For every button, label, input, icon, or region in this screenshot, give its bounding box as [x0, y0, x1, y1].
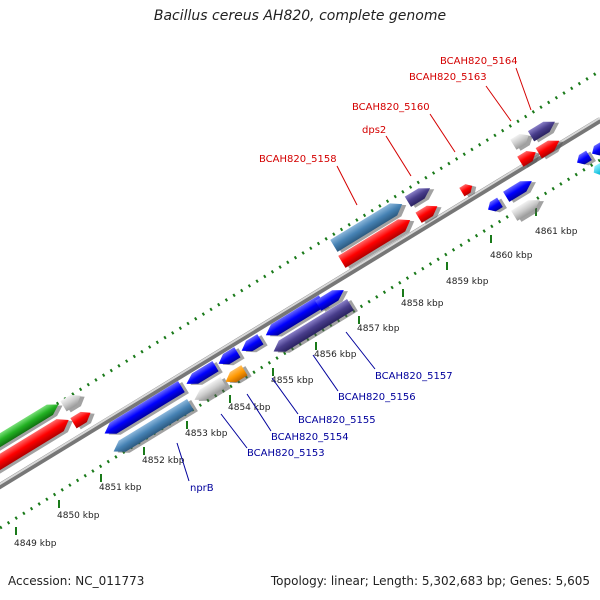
gene-arrow-body[interactable]: [485, 197, 503, 215]
gene-arrow[interactable]: [404, 182, 438, 210]
ruler-label: 4854 kbp: [228, 403, 271, 413]
gene-arrow[interactable]: [60, 389, 87, 414]
ruler-label: 4850 kbp: [57, 511, 100, 521]
gene-arrow-body[interactable]: [511, 195, 543, 221]
gene-arrow[interactable]: [0, 412, 76, 480]
ruler-label: 4856 kbp: [314, 350, 357, 360]
gene-arrow-body[interactable]: [517, 147, 539, 167]
ruler-ticks: [15, 208, 537, 535]
reverse-gene-labels: nprB BCAH820_5153 BCAH820_5154 BCAH820_5…: [190, 371, 453, 494]
gene-arrow[interactable]: [517, 146, 543, 170]
gene-label-bcah820-5153[interactable]: BCAH820_5153: [247, 448, 325, 459]
forward-ruler-dots: [0, 69, 600, 441]
gene-arrow[interactable]: [262, 294, 330, 344]
gene-arrow-body[interactable]: [270, 299, 354, 357]
gene-arrow-body[interactable]: [70, 408, 93, 429]
ruler-label: 4853 kbp: [185, 429, 228, 439]
gene-label-bcah820-5163[interactable]: BCAH820_5163: [409, 72, 487, 83]
gene-arrow[interactable]: [485, 196, 507, 217]
gene-arrow-body[interactable]: [60, 391, 83, 412]
gene-track[interactable]: [0, 115, 600, 481]
genome-backbone: [0, 117, 600, 490]
gene-arrow[interactable]: [70, 406, 97, 431]
gene-arrow[interactable]: [315, 284, 351, 314]
gene-arrow-body[interactable]: [510, 130, 532, 150]
gene-arrow-body[interactable]: [527, 117, 558, 142]
gene-arrow[interactable]: [459, 180, 479, 199]
gene-arrow[interactable]: [215, 346, 245, 372]
gene-arrow-body[interactable]: [191, 377, 227, 405]
gene-arrow-body[interactable]: [574, 150, 592, 168]
ruler-label: 4858 kbp: [401, 299, 444, 309]
gene-arrow[interactable]: [330, 197, 410, 255]
map-title: Bacillus cereus AH820, complete genome: [153, 8, 447, 24]
gene-label-bcah820-5155[interactable]: BCAH820_5155: [298, 415, 376, 426]
ruler-label: 4855 kbp: [271, 376, 314, 386]
ruler-label: 4857 kbp: [357, 324, 400, 334]
gene-arrow-body[interactable]: [591, 163, 600, 177]
gene-label-bcah820-5160[interactable]: BCAH820_5160: [352, 102, 430, 113]
gene-label-bcah820-5154[interactable]: BCAH820_5154: [271, 432, 349, 443]
accession-text: Accession: NC_011773: [8, 574, 145, 588]
ruler-label: 4849 kbp: [14, 539, 57, 549]
gene-arrow-body[interactable]: [404, 183, 433, 207]
genome-backbone-highlight: [0, 117, 600, 486]
gene-arrow-body[interactable]: [110, 399, 194, 457]
gene-arrow-body[interactable]: [589, 141, 600, 159]
ruler-label: 4859 kbp: [446, 277, 489, 287]
gene-arrow-body[interactable]: [315, 285, 347, 311]
gene-arrow[interactable]: [591, 162, 600, 180]
ruler-label: 4860 kbp: [490, 251, 533, 261]
gene-arrow[interactable]: [110, 397, 198, 459]
gene-arrow[interactable]: [191, 375, 231, 407]
gene-arrow[interactable]: [415, 200, 444, 226]
ruler-label: 4861 kbp: [535, 227, 578, 237]
gene-arrow-body[interactable]: [338, 214, 414, 268]
gene-arrow-body[interactable]: [0, 414, 72, 479]
gene-arrow[interactable]: [270, 297, 358, 359]
gene-arrow-body[interactable]: [262, 295, 326, 340]
gene-arrow-body[interactable]: [535, 136, 563, 159]
gene-arrow-body[interactable]: [330, 198, 406, 252]
genome-summary-text: Topology: linear; Length: 5,302,683 bp; …: [270, 574, 590, 588]
gene-arrow-body[interactable]: [415, 201, 440, 223]
gene-arrow[interactable]: [574, 149, 596, 170]
gene-arrow[interactable]: [238, 333, 268, 359]
forward-gene-labels: BCAH820_5158 dps2 BCAH820_5160 BCAH820_5…: [259, 56, 518, 165]
gene-arrow[interactable]: [503, 175, 539, 205]
gene-arrow[interactable]: [510, 129, 536, 153]
gene-arrow[interactable]: [183, 359, 223, 391]
gene-label-bcah820-5158[interactable]: BCAH820_5158: [259, 154, 337, 165]
gene-label-bcah820-5156[interactable]: BCAH820_5156: [338, 392, 416, 403]
gene-label-nprb[interactable]: nprB: [190, 483, 214, 494]
gene-label-bcah820-5164[interactable]: BCAH820_5164: [440, 56, 518, 67]
gene-arrow[interactable]: [535, 134, 567, 161]
gene-arrow-body[interactable]: [215, 347, 241, 369]
gene-arrow-body[interactable]: [503, 176, 535, 202]
gene-arrow-body[interactable]: [238, 334, 264, 356]
gene-arrow[interactable]: [222, 364, 252, 390]
ruler-label: 4851 kbp: [99, 483, 142, 493]
gene-arrow-body[interactable]: [183, 361, 219, 389]
label-leader-lines: [176, 67, 532, 482]
ruler-labels: 4849 kbp 4850 kbp 4851 kbp 4852 kbp 4853…: [14, 227, 578, 549]
gene-arrow-body[interactable]: [459, 182, 474, 197]
gene-arrow-body[interactable]: [0, 399, 62, 457]
gene-arrow[interactable]: [527, 115, 562, 144]
gene-arrow-body[interactable]: [101, 381, 185, 439]
ruler-label: 4852 kbp: [142, 456, 185, 466]
gene-arrow-body[interactable]: [222, 365, 248, 387]
gene-arrow[interactable]: [338, 213, 418, 271]
gene-label-dps2[interactable]: dps2: [362, 125, 386, 136]
gene-arrow[interactable]: [511, 194, 547, 224]
gene-label-bcah820-5157[interactable]: BCAH820_5157: [375, 371, 453, 382]
gene-arrow[interactable]: [101, 379, 189, 441]
gene-arrow[interactable]: [0, 398, 66, 459]
